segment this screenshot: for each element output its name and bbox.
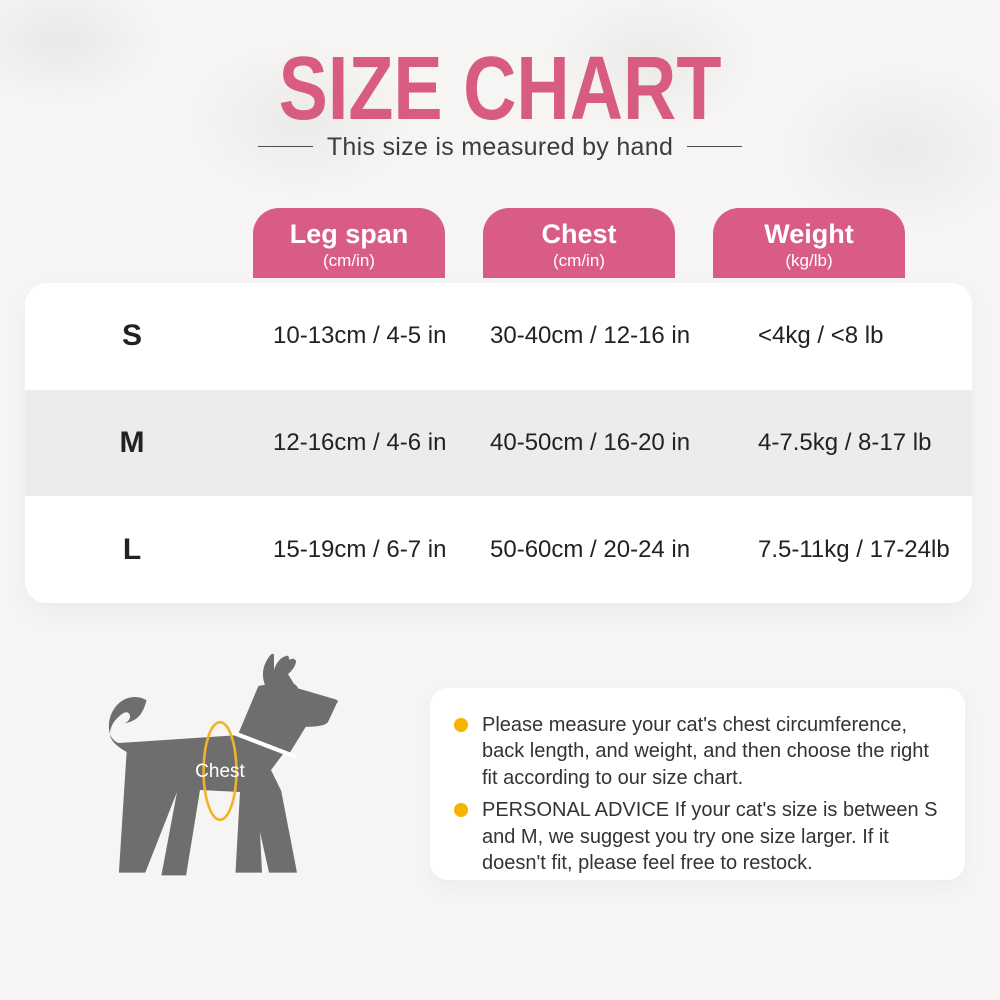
svg-text:Chest: Chest <box>195 761 245 782</box>
